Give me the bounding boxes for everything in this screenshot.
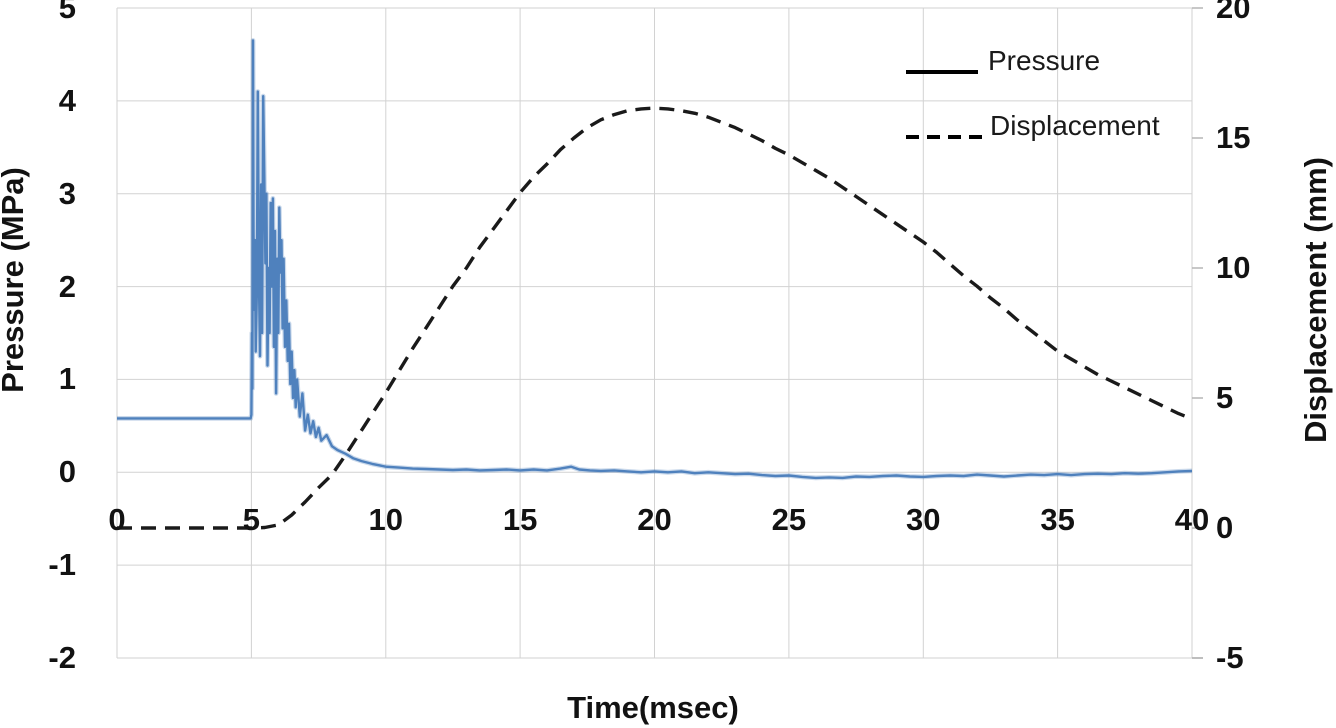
y-left-tick-label: 5 xyxy=(58,0,76,25)
y-left-tick-label: -2 xyxy=(48,640,76,675)
legend-label-pressure: Pressure xyxy=(988,45,1101,76)
y-right-tick-label: 0 xyxy=(1216,510,1234,545)
x-tick-label: 25 xyxy=(771,502,807,537)
displacement-series-line xyxy=(117,106,1193,530)
displacement-dashed-line-swatch xyxy=(906,135,984,139)
y-left-tick-label: 3 xyxy=(58,175,76,211)
x-tick-label: 10 xyxy=(368,502,403,537)
y-left-tick-label: 4 xyxy=(58,82,76,118)
y-right-tick-label: 10 xyxy=(1216,250,1251,285)
y-right-tick-label: 15 xyxy=(1216,120,1251,155)
x-axis-title: Time(msec) xyxy=(567,690,739,725)
y-right-tick-label: -5 xyxy=(1216,640,1244,675)
pressure-solid-line-swatch xyxy=(906,70,978,74)
y-right-tick-label: 5 xyxy=(1216,380,1234,415)
y-right-tick-label: 20 xyxy=(1216,0,1251,25)
x-tick-label: 35 xyxy=(1040,502,1075,537)
x-tick-label: 5 xyxy=(242,502,260,537)
x-tick-label: 0 xyxy=(108,502,126,537)
pressure-series-line xyxy=(117,39,1193,480)
y-left-tick-label: 2 xyxy=(58,268,76,304)
y-right-axis-title: Displacement (mm) xyxy=(1298,157,1333,443)
y-left-tick-label: 1 xyxy=(58,361,76,397)
y-left-tick-label: -1 xyxy=(48,547,76,583)
x-tick-label: 40 xyxy=(1174,502,1210,537)
y-left-tick-label: 0 xyxy=(58,454,76,490)
x-tick-label: 15 xyxy=(502,502,538,537)
legend-label-displacement: Displacement xyxy=(990,110,1160,141)
x-tick-label: 30 xyxy=(906,502,941,537)
x-tick-label: 20 xyxy=(637,502,672,537)
